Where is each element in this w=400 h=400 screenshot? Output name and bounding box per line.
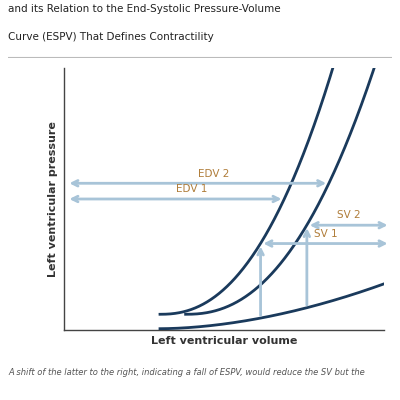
Text: EDV 1: EDV 1 [176,184,207,194]
Text: and its Relation to the End-Systolic Pressure-Volume: and its Relation to the End-Systolic Pre… [8,4,281,14]
X-axis label: Left ventricular volume: Left ventricular volume [151,336,297,346]
Text: A shift of the latter to the right, indicating a fall of ESPV, would reduce the : A shift of the latter to the right, indi… [8,368,365,377]
Text: EDV 2: EDV 2 [198,168,230,178]
Text: SV 2: SV 2 [337,210,360,220]
Y-axis label: Left ventricular pressure: Left ventricular pressure [48,121,58,277]
Text: Curve (ESPV) That Defines Contractility: Curve (ESPV) That Defines Contractility [8,32,214,42]
Text: SV 1: SV 1 [314,229,337,239]
